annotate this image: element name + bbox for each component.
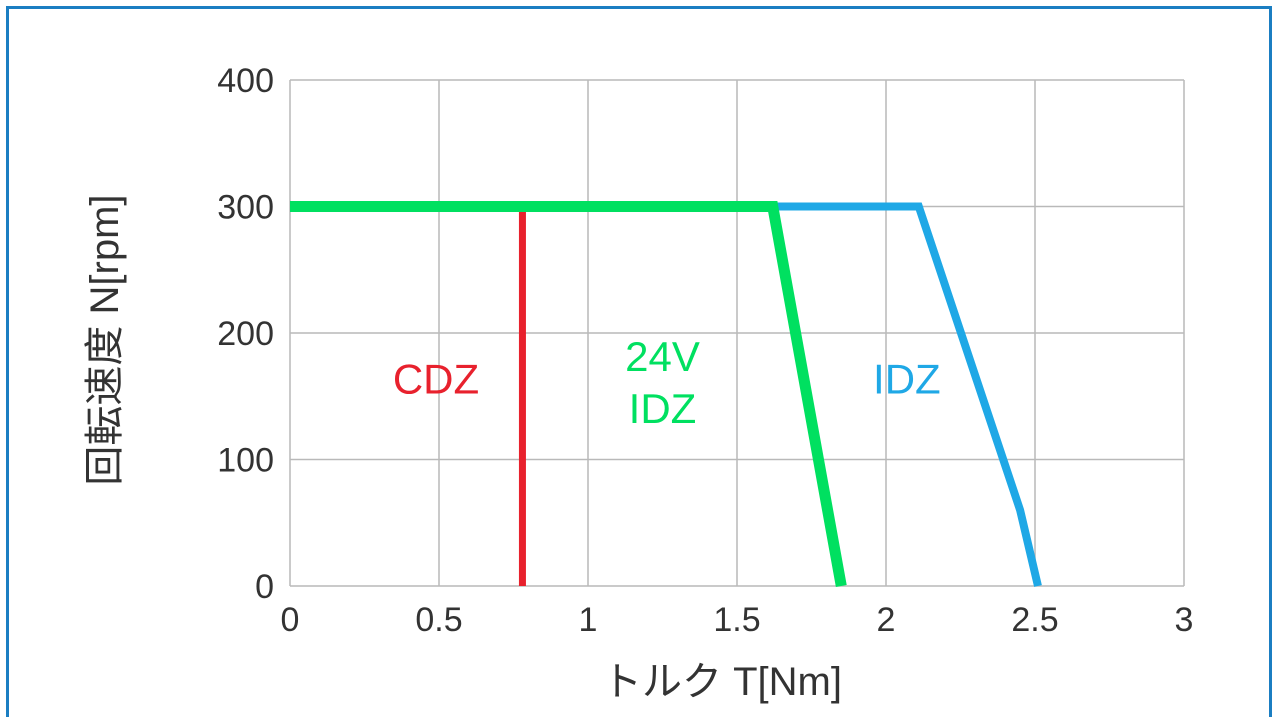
y-tick-label: 100 (217, 442, 274, 480)
x-tick-label: 2.5 (1011, 601, 1058, 639)
x-axis-title: トルク T[Nm] (602, 660, 842, 704)
x-tick-label: 1.5 (713, 601, 760, 639)
y-tick-label: 300 (217, 189, 274, 227)
x-tick-label: 2 (877, 601, 896, 639)
y-tick-label: 200 (217, 315, 274, 353)
x-tick-label: 0 (281, 601, 300, 639)
series-line-24v-idz (290, 201, 847, 587)
series-label-24v-idz: 24V IDZ (625, 333, 700, 432)
grid (289, 79, 1185, 587)
series-labels: CDZ 24V IDZ IDZ (393, 333, 941, 432)
y-tick-label: 0 (255, 568, 274, 606)
series-label-cdz: CDZ (393, 356, 479, 403)
x-tick-label: 1 (579, 601, 598, 639)
y-tick-label: 400 (217, 62, 274, 100)
tick-labels: 0 0.5 1 1.5 2 2.5 3 0 100 200 300 400 (217, 62, 1193, 639)
x-tick-label: 0.5 (415, 601, 462, 639)
x-tick-label: 3 (1175, 601, 1194, 639)
series-lines (290, 201, 1042, 587)
y-axis-title: 回転速度 N[rpm] (83, 194, 127, 485)
series-label-idz: IDZ (873, 356, 941, 403)
chart-frame (6, 6, 1272, 717)
